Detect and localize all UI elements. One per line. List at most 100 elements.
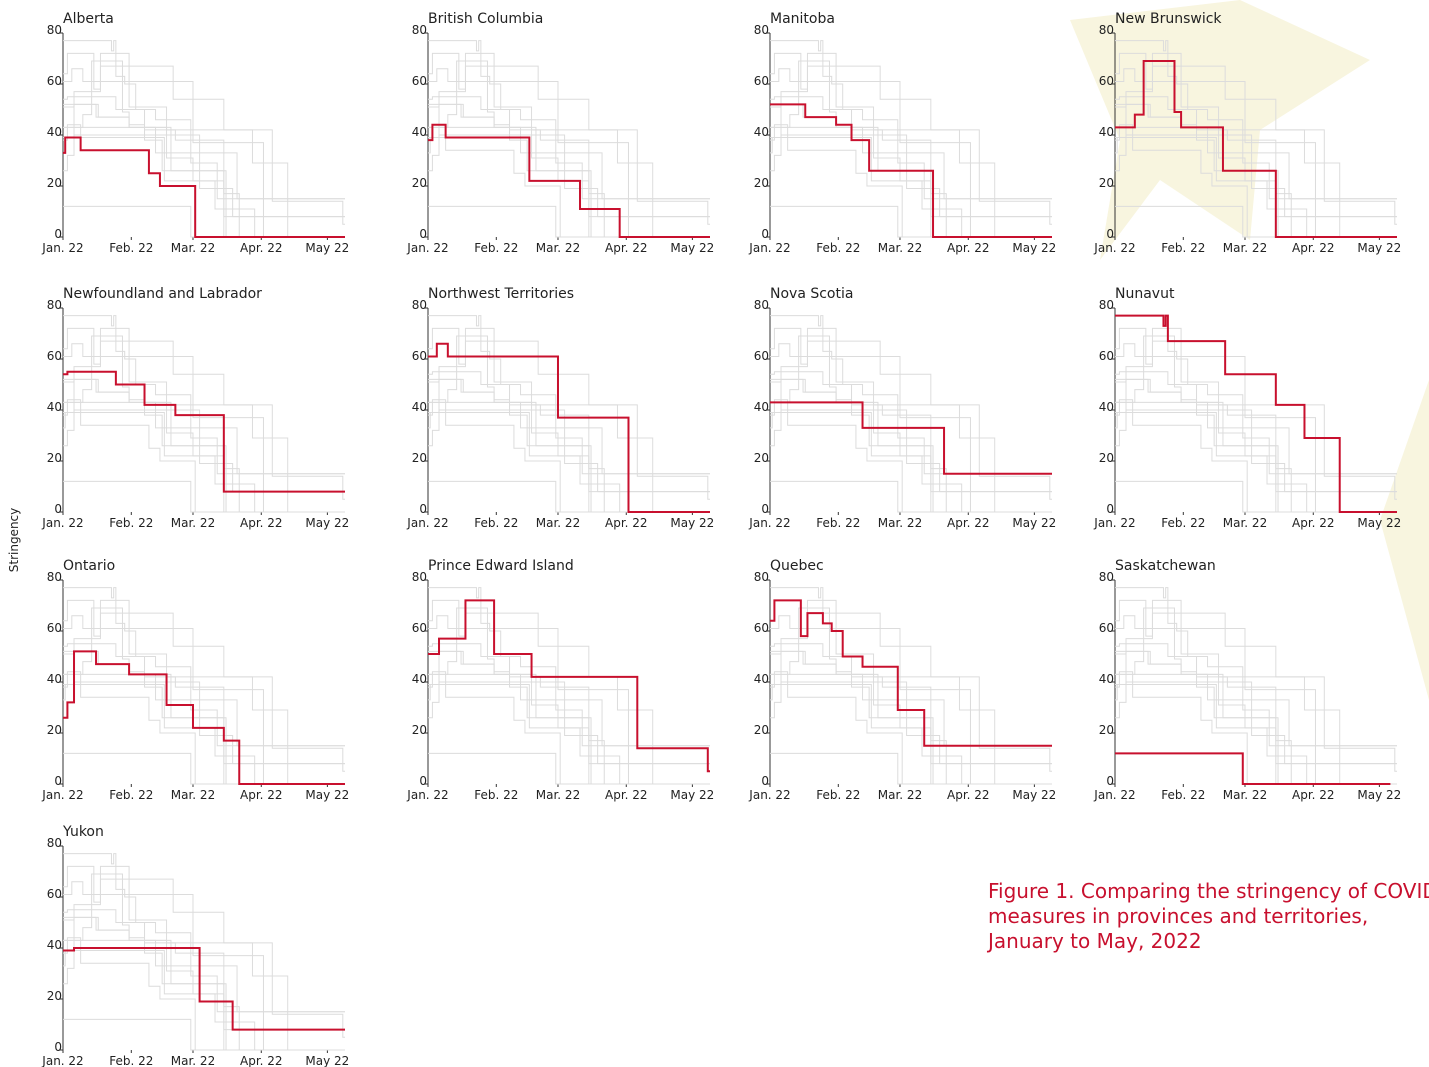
x-tick-label: May 22 — [1012, 516, 1056, 530]
other-line — [770, 588, 1052, 784]
star-shape — [1380, 380, 1429, 700]
other-line — [63, 481, 338, 512]
y-tick-label: 0 — [1106, 502, 1114, 516]
other-line — [770, 410, 1052, 492]
x-tick-label: May 22 — [1357, 241, 1401, 255]
x-tick-label: Apr. 22 — [240, 516, 283, 530]
x-tick-label: Mar. 22 — [171, 1054, 215, 1067]
x-tick-label: Mar. 22 — [1223, 516, 1267, 530]
y-tick-label: 20 — [1099, 176, 1114, 190]
y-tick-label: 20 — [47, 176, 62, 190]
other-line — [770, 481, 1045, 512]
x-tick-label: Jan. 22 — [406, 241, 448, 255]
y-tick-label: 0 — [761, 502, 769, 516]
x-tick-label: Apr. 22 — [1292, 788, 1335, 802]
x-tick-label: Feb. 22 — [1161, 516, 1205, 530]
x-tick-label: May 22 — [305, 1054, 349, 1067]
other-line — [1115, 206, 1390, 237]
y-tick-label: 80 — [47, 836, 62, 850]
y-tick-label: 60 — [754, 74, 769, 88]
y-tick-label: 80 — [754, 23, 769, 37]
other-line — [1115, 588, 1397, 784]
x-tick-label: May 22 — [670, 788, 714, 802]
other-line — [428, 41, 710, 237]
x-tick-label: Jan. 22 — [41, 788, 83, 802]
x-tick-label: May 22 — [1012, 241, 1056, 255]
y-tick-label: 20 — [47, 989, 62, 1003]
panel-title: Yukon — [62, 824, 104, 840]
other-line — [428, 316, 710, 512]
other-line — [428, 53, 710, 198]
x-tick-label: Mar. 22 — [536, 788, 580, 802]
panel-title: Alberta — [63, 11, 114, 27]
other-line — [63, 206, 338, 237]
y-tick-label: 0 — [1106, 227, 1114, 241]
other-line — [63, 328, 345, 473]
other-line — [770, 135, 1052, 217]
y-tick-label: 80 — [412, 23, 427, 37]
x-tick-label: Mar. 22 — [878, 788, 922, 802]
y-tick-label: 20 — [754, 451, 769, 465]
y-tick-label: 60 — [1099, 74, 1114, 88]
x-tick-label: Apr. 22 — [947, 788, 990, 802]
y-tick-label: 80 — [412, 570, 427, 584]
y-tick-label: 40 — [47, 938, 62, 952]
y-tick-label: 20 — [754, 176, 769, 190]
x-tick-label: May 22 — [1357, 516, 1401, 530]
other-line — [63, 135, 345, 217]
panel-title: Newfoundland and Labrador — [63, 286, 262, 302]
y-tick-label: 0 — [419, 774, 427, 788]
x-tick-label: Feb. 22 — [109, 1054, 153, 1067]
x-tick-label: Apr. 22 — [605, 241, 648, 255]
y-tick-label: 20 — [754, 723, 769, 737]
x-tick-label: Feb. 22 — [816, 516, 860, 530]
other-line — [1115, 410, 1397, 492]
x-tick-label: Feb. 22 — [1161, 241, 1205, 255]
x-tick-label: Mar. 22 — [1223, 241, 1267, 255]
x-tick-label: Feb. 22 — [816, 788, 860, 802]
other-line — [428, 328, 710, 473]
x-tick-label: May 22 — [1357, 788, 1401, 802]
other-line — [428, 588, 710, 784]
panel-title: Quebec — [770, 558, 824, 574]
other-line — [63, 1019, 338, 1050]
other-line — [428, 410, 710, 492]
other-line — [428, 682, 710, 764]
x-tick-label: Feb. 22 — [474, 516, 518, 530]
y-tick-label: 60 — [47, 621, 62, 635]
x-tick-label: Mar. 22 — [536, 516, 580, 530]
x-tick-label: Jan. 22 — [41, 516, 83, 530]
y-tick-label: 40 — [1099, 125, 1114, 139]
other-line — [63, 753, 338, 784]
panel-title: Northwest Territories — [428, 286, 574, 302]
panel-title: New Brunswick — [1115, 11, 1222, 27]
y-tick-label: 40 — [1099, 672, 1114, 686]
other-line — [770, 53, 1052, 198]
x-tick-label: Jan. 22 — [41, 241, 83, 255]
other-line — [770, 316, 1052, 512]
x-tick-label: Apr. 22 — [605, 788, 648, 802]
x-tick-label: May 22 — [1012, 788, 1056, 802]
other-line — [63, 854, 345, 1050]
x-tick-label: Feb. 22 — [474, 241, 518, 255]
y-tick-label: 20 — [412, 723, 427, 737]
other-line — [770, 206, 1045, 237]
other-line — [1115, 682, 1397, 764]
y-tick-label: 40 — [412, 400, 427, 414]
other-line — [770, 61, 1052, 237]
other-line — [1115, 481, 1390, 512]
x-tick-label: May 22 — [670, 241, 714, 255]
y-tick-label: 80 — [754, 298, 769, 312]
highlight-line — [770, 600, 1052, 745]
other-line — [428, 753, 703, 784]
y-tick-label: 60 — [412, 74, 427, 88]
other-line — [1115, 608, 1397, 784]
x-tick-label: Jan. 22 — [1093, 241, 1135, 255]
x-tick-label: Feb. 22 — [1161, 788, 1205, 802]
panel: Northwest Territories020406080Jan. 22Feb… — [406, 286, 714, 530]
x-tick-label: Apr. 22 — [1292, 241, 1335, 255]
y-tick-label: 80 — [1099, 298, 1114, 312]
other-line — [63, 682, 345, 764]
